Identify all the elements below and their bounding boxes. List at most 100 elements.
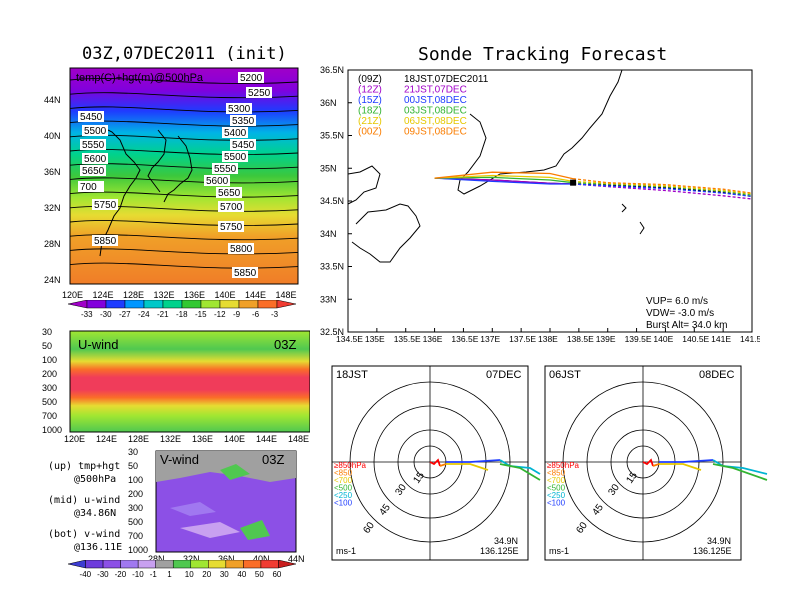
- contour-label-bg: [222, 151, 248, 162]
- colorbar-swatch: [219, 300, 240, 309]
- contour-label: 5850: [94, 236, 117, 247]
- wind-colorbar: -40 -30 -20 -10 -1 1 10 20 30 40 50 60: [67, 560, 297, 579]
- colorbar-label: 1: [167, 570, 172, 579]
- lon-tick: 128E: [123, 290, 144, 300]
- contour-label-bg: [78, 111, 104, 122]
- colorbar-swatch: [257, 300, 278, 309]
- contour-label-bg: [238, 72, 264, 83]
- track-line-ascent: [434, 176, 574, 184]
- hodo-lat: 34.9N: [494, 536, 518, 546]
- lat-tick: 33N: [320, 294, 337, 304]
- lon-tick: 140.5E: [682, 334, 709, 344]
- colorbar-label: -30: [100, 310, 112, 319]
- lat-tick: 36N: [218, 554, 235, 564]
- trace-100: [659, 459, 714, 463]
- level-label: ≥850hPa: [334, 461, 367, 470]
- coastline-japan: [163, 135, 193, 203]
- lon-tick: 136E: [184, 290, 205, 300]
- lat-tick: 32.5N: [320, 327, 344, 337]
- hodo-unit: ms-1: [336, 546, 356, 556]
- contour-label: 5750: [94, 200, 117, 211]
- lon-tick: 141.5E: [740, 334, 760, 344]
- lon-tick: 137E: [480, 334, 500, 344]
- colorbar-swatch: [243, 560, 262, 569]
- colorbar-label: -24: [138, 310, 150, 319]
- colorbar-swatch: [276, 300, 297, 309]
- lat-tick: 28N: [148, 554, 165, 564]
- contour-label-bg: [92, 235, 118, 246]
- lon-tick: 124E: [96, 434, 117, 444]
- level-label: <850: [547, 469, 566, 478]
- lat-tick: 35.5N: [320, 131, 344, 141]
- run-time: 18JST,07DEC2011: [404, 74, 489, 85]
- colorbar-swatch: [200, 300, 221, 309]
- lat-tick: 28N: [44, 239, 61, 249]
- colorbar-swatch: [86, 300, 107, 309]
- contour-label-bg: [230, 139, 256, 150]
- burst-alt-text: Burst Alt= 34.0 km: [646, 320, 727, 331]
- colorbar-swatch: [278, 560, 297, 569]
- lon-tick: 144E: [245, 290, 266, 300]
- contour-label: 5850: [234, 268, 257, 279]
- island: [639, 221, 645, 235]
- contour-label-bg: [82, 125, 108, 136]
- run-code: (18Z): [358, 106, 382, 117]
- lat-tick: 44N: [44, 95, 61, 105]
- latitude-ticks: 28N 32N 36N 40N 44N: [148, 554, 305, 564]
- lat-tick: 32N: [183, 554, 200, 564]
- colorbar-label: -12: [214, 310, 226, 319]
- axis-ticks: 36.5N 36N 35.5N 35N 34.5N 34N 33.5N 33N 32.5N134…: [320, 65, 760, 344]
- colorbar-label: -30: [97, 570, 109, 579]
- colorbar-swatch: [67, 300, 88, 309]
- colorbar-swatch: [137, 560, 156, 569]
- contour-label: 5550: [214, 164, 237, 175]
- level-label: <500: [334, 484, 353, 493]
- contour-label: 5750: [220, 222, 243, 233]
- longitude-ticks: 120E 124E 128E 132E 136E 140E 144E 148E: [62, 290, 297, 300]
- contour-label: 5400: [224, 128, 247, 139]
- contour-label-bg: [216, 187, 242, 198]
- colorbar-label: -27: [119, 310, 131, 319]
- contour-label: 5550: [82, 140, 105, 151]
- lon-tick: 140E: [224, 434, 245, 444]
- pressure-tick: 300: [128, 503, 143, 513]
- lon-tick: 134.5E: [336, 334, 363, 344]
- lat-tick: 36N: [44, 167, 61, 177]
- contour-label: 5650: [82, 166, 105, 177]
- level-label: <850: [334, 469, 353, 478]
- longitude-ticks: 120E 124E 128E 132E 136E 140E 144E 148E: [64, 434, 309, 444]
- colorbar-swatch: [162, 300, 183, 309]
- contour-label: 5350: [232, 116, 255, 127]
- colorbar-swatch: [120, 560, 139, 569]
- colorbar-label: -21: [157, 310, 169, 319]
- trace-500b: [712, 463, 768, 481]
- lat-tick: 36.5N: [320, 65, 344, 75]
- contour-labels: 5200525053005350540054505500555056005650…: [78, 72, 272, 279]
- track-line-descent: [573, 183, 753, 198]
- coastline-honshu: [457, 69, 623, 195]
- pressure-tick: 500: [128, 517, 143, 527]
- lon-tick: 136E: [192, 434, 213, 444]
- hodo-lon: 136.125E: [693, 546, 732, 556]
- lon-tick: 124E: [93, 290, 114, 300]
- run-time: 09JST,08DEC: [404, 127, 467, 138]
- colorbar-swatch: [155, 560, 174, 569]
- contour-label: 5200: [240, 73, 263, 84]
- pressure-tick: 1000: [42, 425, 62, 435]
- contour-label-bg: [82, 153, 108, 164]
- contour-label-bg: [204, 175, 230, 186]
- track-line-descent: [573, 183, 753, 200]
- pressure-tick: 500: [42, 397, 57, 407]
- colorbar-swatch: [105, 300, 126, 309]
- colorbar-swatch: [102, 560, 121, 569]
- contour-line: [69, 191, 299, 198]
- contour-label: 700: [80, 182, 97, 193]
- vdw-text: VDW= -3.0 m/s: [646, 308, 714, 319]
- run-time: 03JST,08DEC: [404, 106, 467, 117]
- track-line-ascent: [434, 174, 574, 183]
- coastline-shikoku: [347, 165, 381, 205]
- contour-label-bg: [212, 163, 238, 174]
- trace-850: [429, 458, 441, 467]
